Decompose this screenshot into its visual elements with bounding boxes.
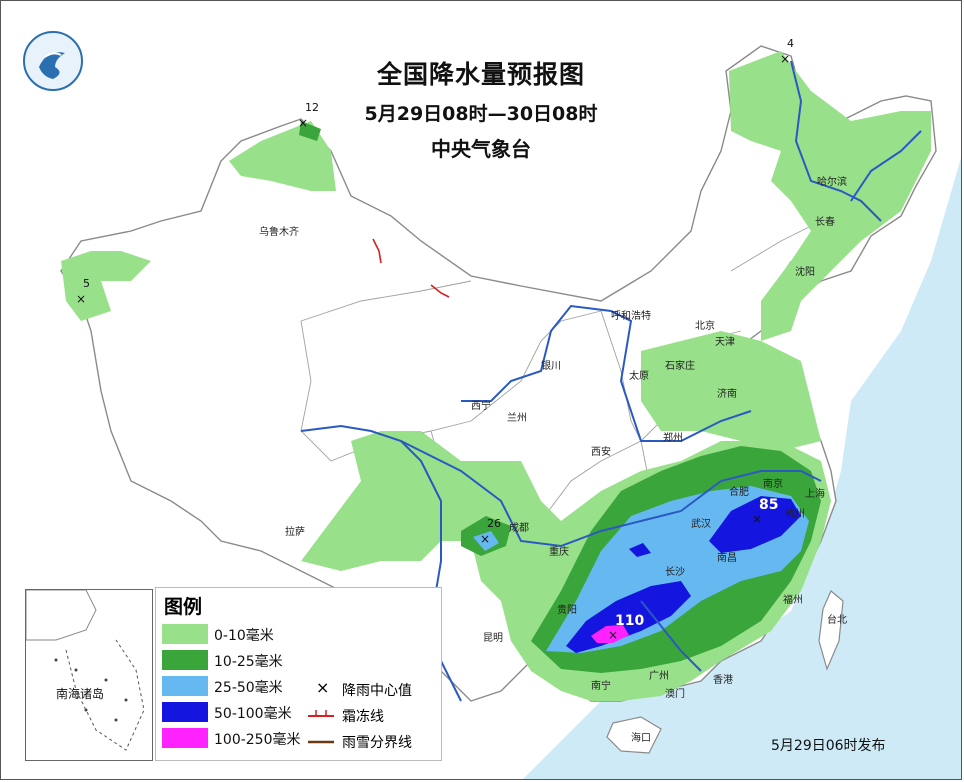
city-label: 澳门 xyxy=(665,689,685,700)
map-legend: 图例 0-10毫米 10-25毫米 25-50毫米 50-100毫米 100-250毫米… xyxy=(155,587,442,761)
x-mark-icon: × xyxy=(608,628,619,642)
legend-class-label: 100-250毫米 xyxy=(214,732,301,748)
frost-line-icon xyxy=(306,706,336,726)
legend-symbol-label: 降雨中心值 xyxy=(342,683,412,699)
city-label: 香港 xyxy=(713,675,733,686)
city-label: 天津 xyxy=(715,337,735,348)
legend-class-row: 100-250毫米 xyxy=(156,728,306,750)
city-label: 拉萨 xyxy=(285,527,305,538)
city-label: 银川 xyxy=(541,361,561,372)
city-label: 合肥 xyxy=(729,487,749,498)
city-label: 上海 xyxy=(805,489,825,500)
map-title: 全国降水量预报图 xyxy=(376,60,585,89)
city-label: 杭州 xyxy=(785,509,805,520)
issuer-name: 中央气象台 xyxy=(431,137,531,161)
x-mark-icon: × xyxy=(298,116,309,130)
city-label: 福州 xyxy=(783,595,803,606)
legend-symbol-row: 霜冻线 xyxy=(306,706,436,728)
legend-swatch xyxy=(162,650,208,670)
rain-center-value: 110 xyxy=(615,613,645,629)
city-label: 南京 xyxy=(763,479,783,490)
x-mark-icon: × xyxy=(780,52,791,66)
city-label: 南昌 xyxy=(717,553,737,564)
south-china-sea-inset: 南海诸岛 xyxy=(25,589,153,761)
forecast-period: 5月29日08时—30日08时 xyxy=(364,103,598,125)
city-label: 哈尔滨 xyxy=(817,177,847,188)
city-label: 武汉 xyxy=(691,519,711,530)
city-label: 北京 xyxy=(695,321,715,332)
inset-map xyxy=(26,590,145,751)
city-label: 台北 xyxy=(827,615,847,626)
inset-label: 南海诸岛 xyxy=(56,687,105,701)
rain-center-value: 4 xyxy=(787,37,794,50)
city-label: 南宁 xyxy=(591,681,611,692)
rain-center-value: 26 xyxy=(487,517,501,530)
rain-100-250 xyxy=(591,625,629,643)
x-mark-icon: × xyxy=(480,532,491,546)
city-label: 贵阳 xyxy=(557,605,577,616)
legend-symbol-row: × 降雨中心值 xyxy=(306,678,436,702)
legend-class-label: 25-50毫米 xyxy=(214,680,283,696)
city-label: 西安 xyxy=(591,447,611,458)
legend-symbol-row: 雨雪分界线 xyxy=(306,732,436,754)
issue-time: 5月29日06时发布 xyxy=(771,738,886,754)
legend-class-label: 10-25毫米 xyxy=(214,654,283,670)
legend-symbol-label: 雨雪分界线 xyxy=(342,735,412,751)
x-mark-icon: × xyxy=(76,292,87,306)
city-label: 昆明 xyxy=(483,633,503,644)
legend-class-row: 25-50毫米 xyxy=(156,676,306,698)
x-mark-icon: × xyxy=(316,678,330,697)
legend-swatch xyxy=(162,624,208,644)
cma-logo xyxy=(23,31,83,91)
legend-class-label: 0-10毫米 xyxy=(214,628,274,644)
city-label: 成都 xyxy=(509,523,529,534)
city-label: 广州 xyxy=(649,671,669,682)
legend-class-label: 50-100毫米 xyxy=(214,706,292,722)
hainan-island xyxy=(606,716,662,754)
taiwan-island xyxy=(818,590,844,671)
frost-lines xyxy=(372,238,450,298)
city-label: 西宁 xyxy=(471,401,491,412)
rain-snow-line-icon xyxy=(306,732,336,752)
sea-area xyxy=(523,157,961,779)
logo-glyph-icon xyxy=(39,52,65,79)
legend-class-row: 10-25毫米 xyxy=(156,650,306,672)
city-label: 长沙 xyxy=(665,567,685,578)
city-label: 乌鲁木齐 xyxy=(259,227,299,238)
rain-center-value: 5 xyxy=(83,277,90,290)
legend-symbol-label: 霜冻线 xyxy=(342,709,384,725)
city-label: 海口 xyxy=(631,733,651,744)
city-label: 太原 xyxy=(629,371,649,382)
rain-center-value: 12 xyxy=(305,101,319,114)
city-label: 兰州 xyxy=(507,413,527,424)
legend-swatch xyxy=(162,728,208,748)
city-label: 济南 xyxy=(717,389,737,400)
rivers xyxy=(300,60,922,702)
legend-swatch xyxy=(162,702,208,722)
city-label: 重庆 xyxy=(549,547,569,558)
city-label: 长春 xyxy=(815,217,835,228)
city-label: 呼和浩特 xyxy=(611,311,651,322)
city-label: 郑州 xyxy=(663,433,683,444)
city-label: 石家庄 xyxy=(665,361,695,372)
legend-class-row: 50-100毫米 xyxy=(156,702,306,724)
legend-swatch xyxy=(162,676,208,696)
city-label: 沈阳 xyxy=(795,267,815,278)
legend-title: 图例 xyxy=(164,596,203,618)
x-mark-icon: × xyxy=(752,512,763,526)
rain-center-value: 85 xyxy=(759,497,779,513)
legend-class-row: 0-10毫米 xyxy=(156,624,306,646)
